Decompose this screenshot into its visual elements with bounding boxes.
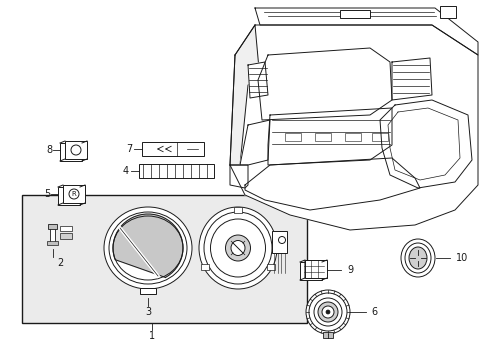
Ellipse shape	[313, 298, 341, 326]
Bar	[271, 231, 286, 253]
Text: 8: 8	[46, 145, 52, 155]
Text: 2: 2	[57, 258, 63, 268]
Text: 10: 10	[455, 253, 468, 263]
Bar	[60, 226, 72, 231]
Text: 4: 4	[122, 166, 129, 176]
Text: 5: 5	[44, 189, 50, 199]
Ellipse shape	[199, 207, 276, 289]
Ellipse shape	[230, 240, 244, 256]
Text: 3: 3	[144, 307, 151, 317]
Text: R: R	[71, 191, 76, 197]
Bar	[439, 6, 455, 18]
Bar	[305, 260, 326, 278]
Bar	[22, 195, 306, 323]
Polygon shape	[254, 8, 477, 55]
Ellipse shape	[321, 306, 333, 318]
Polygon shape	[258, 48, 391, 120]
Text: 1: 1	[149, 331, 155, 341]
Polygon shape	[240, 120, 269, 165]
Polygon shape	[267, 108, 391, 165]
Bar	[65, 141, 87, 159]
Text: 9: 9	[346, 265, 352, 275]
Polygon shape	[229, 25, 477, 230]
Bar	[140, 288, 156, 294]
Circle shape	[325, 310, 329, 314]
Ellipse shape	[317, 302, 337, 322]
Bar	[201, 264, 209, 270]
Ellipse shape	[305, 290, 349, 334]
Bar	[266, 264, 274, 270]
Bar	[314, 133, 330, 141]
Text: 6: 6	[370, 307, 376, 317]
Polygon shape	[244, 158, 419, 210]
Bar	[47, 241, 58, 245]
Ellipse shape	[104, 207, 192, 289]
Ellipse shape	[408, 247, 426, 269]
Text: 7: 7	[125, 144, 132, 154]
Bar	[345, 133, 360, 141]
Bar	[323, 332, 332, 338]
Polygon shape	[247, 62, 267, 98]
Bar	[299, 262, 321, 280]
Bar	[58, 187, 80, 205]
Bar	[50, 227, 55, 243]
Polygon shape	[229, 25, 260, 165]
Bar	[285, 133, 301, 141]
Bar	[60, 143, 82, 161]
Ellipse shape	[404, 243, 430, 273]
Bar	[63, 185, 85, 203]
Ellipse shape	[225, 235, 250, 261]
Polygon shape	[391, 58, 431, 100]
Polygon shape	[379, 100, 471, 188]
Bar	[60, 233, 72, 239]
Circle shape	[278, 237, 285, 243]
Bar	[142, 142, 203, 156]
Bar	[48, 224, 57, 229]
Bar	[139, 164, 214, 178]
Bar	[339, 10, 369, 18]
Bar	[234, 207, 242, 213]
Ellipse shape	[400, 239, 434, 277]
Bar	[371, 133, 387, 141]
Polygon shape	[113, 214, 183, 278]
